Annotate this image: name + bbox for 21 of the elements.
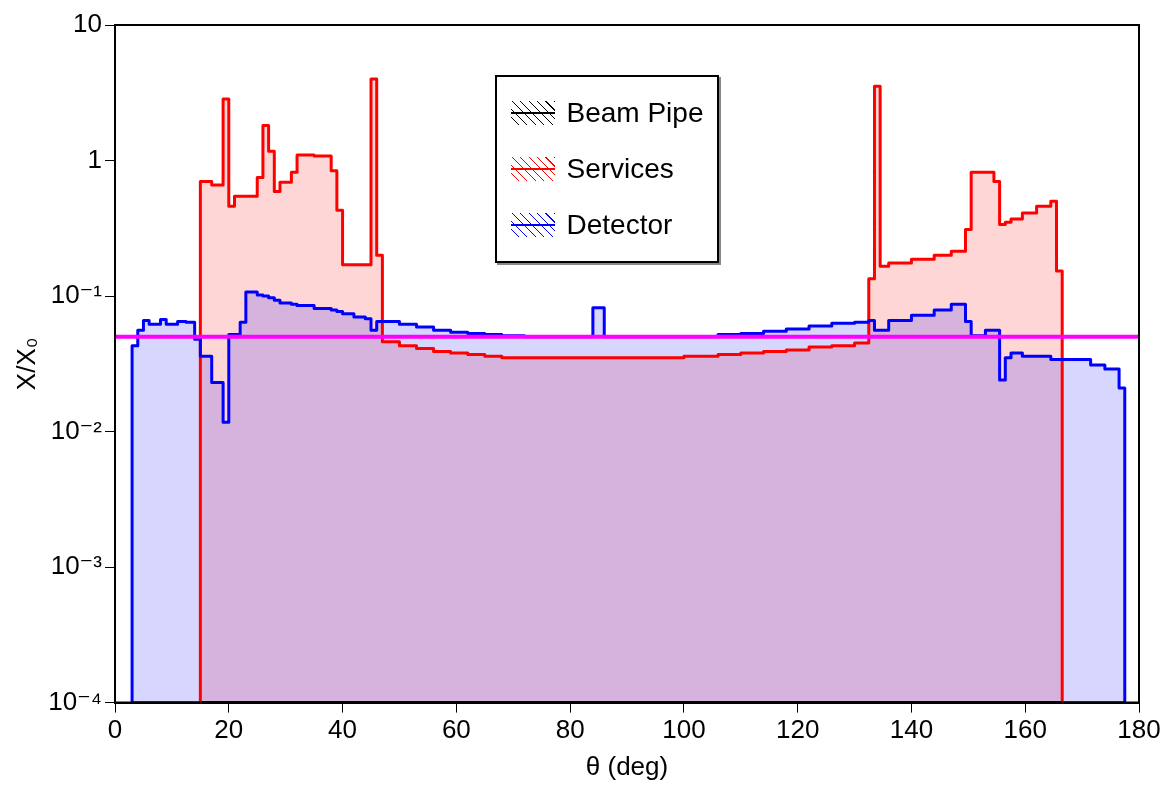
- x-tick-label: 80: [555, 714, 585, 745]
- x-tick-label: 140: [889, 714, 934, 745]
- y-tick-label: 10: [73, 8, 103, 39]
- y-tick-label: 1: [87, 143, 103, 174]
- y-tick-label: 10⁻²: [50, 414, 103, 445]
- x-tick-label: 120: [775, 714, 820, 745]
- x-axis-title: θ (deg): [585, 750, 669, 781]
- legend-label: Detector: [566, 209, 673, 241]
- x-tick-label: 100: [662, 714, 706, 745]
- y-tick-label: 10⁻¹: [50, 279, 103, 310]
- x-tick-label: 180: [1117, 714, 1161, 745]
- x-tick-label: 40: [328, 714, 358, 745]
- x-tick-label: 160: [1003, 714, 1047, 745]
- x-tick-label: 20: [214, 714, 244, 745]
- y-tick-label: 10⁻³: [50, 550, 103, 581]
- legend-label: Services: [566, 153, 674, 185]
- x-tick-label: 60: [441, 714, 471, 745]
- y-axis-title: X/X₀: [10, 337, 41, 391]
- x-tick-label: 0: [107, 714, 123, 745]
- legend-label: Beam Pipe: [566, 97, 704, 129]
- y-tick-label: 10⁻⁴: [48, 685, 103, 716]
